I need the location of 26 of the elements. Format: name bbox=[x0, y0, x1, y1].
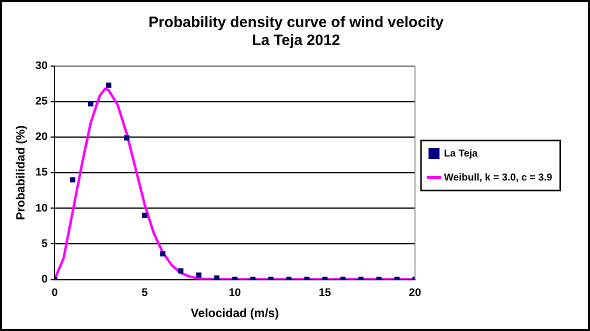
point bbox=[196, 272, 202, 278]
y-tick-label: 10 bbox=[35, 202, 48, 214]
point bbox=[214, 275, 220, 280]
x-tick-label: 0 bbox=[52, 287, 58, 300]
y-tick-label: 0 bbox=[42, 273, 48, 286]
y-tick-label: 15 bbox=[35, 166, 48, 179]
point bbox=[106, 82, 112, 88]
x-tick-label: 15 bbox=[318, 287, 332, 300]
chart-title: Probability density curve of wind velocity La Teja 2012 bbox=[148, 14, 444, 50]
point bbox=[124, 135, 130, 140]
legend-label: Weibull, k = 3.0, c = 3.9 bbox=[444, 172, 553, 184]
x-tick-label: 5 bbox=[142, 287, 148, 300]
y-tick-label: 5 bbox=[42, 238, 48, 250]
legend-label: La Teja bbox=[444, 148, 478, 160]
point bbox=[70, 177, 76, 182]
point bbox=[142, 212, 148, 218]
x-tick-label: 10 bbox=[228, 287, 241, 300]
point bbox=[178, 268, 184, 274]
y-tick-label: 25 bbox=[35, 96, 48, 108]
x-axis-title: Velocidad (m/s) bbox=[190, 306, 279, 320]
y-tick-label: 20 bbox=[35, 131, 48, 144]
x-tick-label: 20 bbox=[408, 287, 422, 300]
point bbox=[88, 101, 94, 106]
point bbox=[160, 251, 166, 256]
y-tick-label: 30 bbox=[35, 60, 48, 72]
y-axis-title: Probabilidad (%) bbox=[14, 125, 28, 220]
